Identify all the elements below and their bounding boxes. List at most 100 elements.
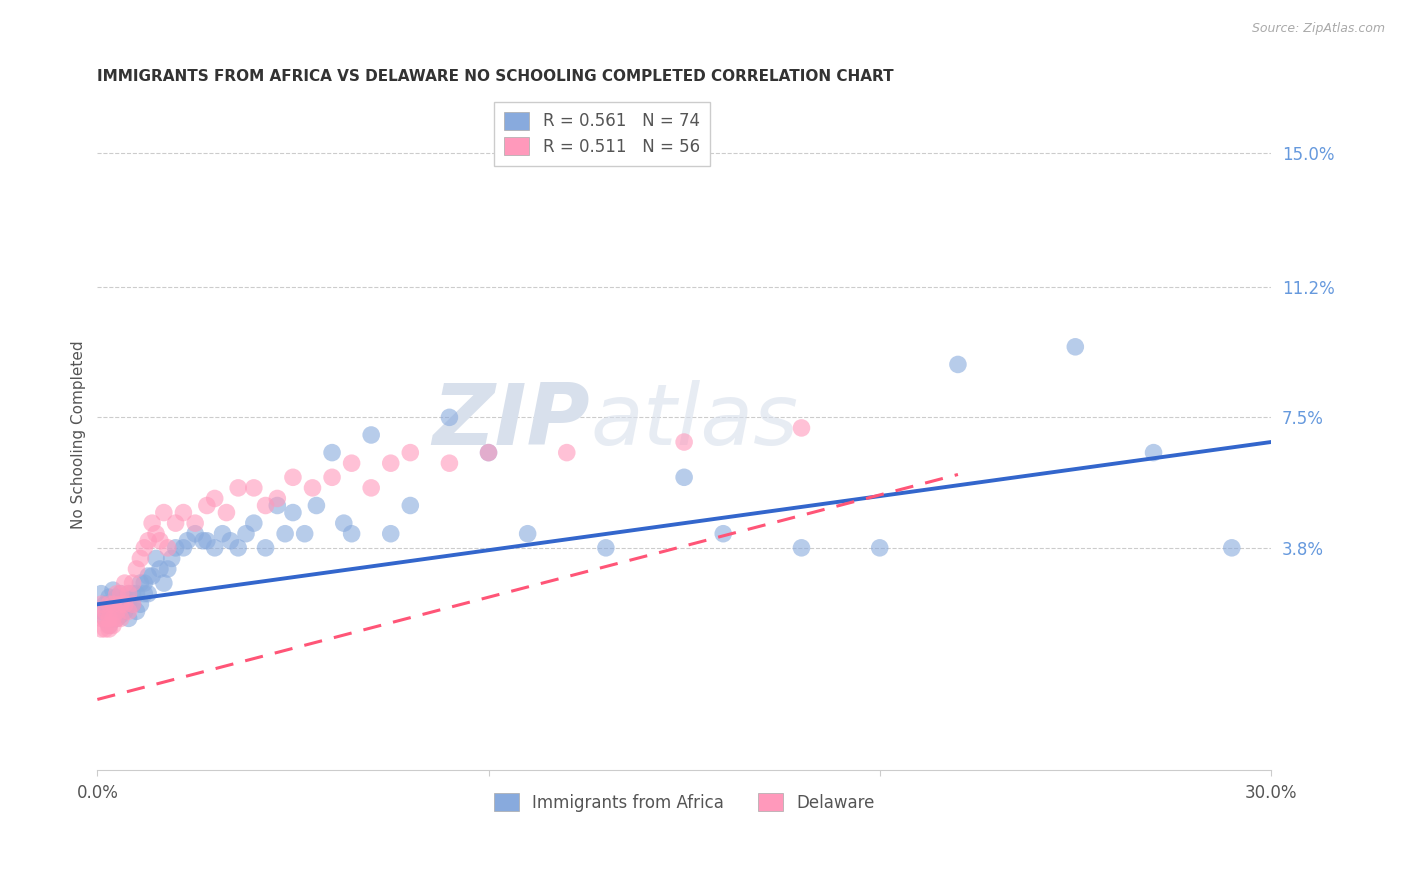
Point — [105, 591, 128, 605]
Point — [145, 526, 167, 541]
Point — [114, 597, 136, 611]
Point — [117, 597, 139, 611]
Point — [165, 541, 187, 555]
Point — [184, 526, 207, 541]
Point — [1220, 541, 1243, 555]
Text: ZIP: ZIP — [433, 380, 591, 463]
Point — [266, 491, 288, 506]
Point — [117, 587, 139, 601]
Point — [160, 551, 183, 566]
Point — [184, 516, 207, 530]
Point — [101, 597, 124, 611]
Point — [321, 470, 343, 484]
Point — [114, 591, 136, 605]
Point — [281, 506, 304, 520]
Point — [172, 541, 194, 555]
Point — [204, 541, 226, 555]
Point — [90, 604, 112, 618]
Point — [477, 445, 499, 459]
Point — [380, 526, 402, 541]
Point — [110, 587, 132, 601]
Point — [94, 611, 117, 625]
Point — [595, 541, 617, 555]
Point — [98, 611, 121, 625]
Point — [281, 470, 304, 484]
Point — [145, 551, 167, 566]
Point — [117, 611, 139, 625]
Point — [439, 410, 461, 425]
Point — [790, 541, 813, 555]
Point — [136, 533, 159, 548]
Point — [134, 587, 156, 601]
Point — [114, 576, 136, 591]
Point — [105, 611, 128, 625]
Point — [105, 611, 128, 625]
Point — [117, 604, 139, 618]
Point — [340, 526, 363, 541]
Point — [156, 541, 179, 555]
Point — [673, 470, 696, 484]
Point — [333, 516, 356, 530]
Point — [114, 604, 136, 618]
Point — [121, 597, 143, 611]
Point — [321, 445, 343, 459]
Point — [141, 569, 163, 583]
Point — [105, 604, 128, 618]
Legend: Immigrants from Africa, Delaware: Immigrants from Africa, Delaware — [484, 783, 884, 822]
Point — [101, 611, 124, 625]
Point — [129, 551, 152, 566]
Point — [125, 604, 148, 618]
Point — [195, 499, 218, 513]
Point — [125, 587, 148, 601]
Point — [136, 569, 159, 583]
Point — [555, 445, 578, 459]
Point — [254, 499, 277, 513]
Point — [98, 597, 121, 611]
Point — [360, 481, 382, 495]
Point — [211, 526, 233, 541]
Point — [711, 526, 734, 541]
Point — [117, 587, 139, 601]
Point — [121, 597, 143, 611]
Point — [153, 506, 176, 520]
Point — [243, 516, 266, 530]
Point — [101, 618, 124, 632]
Point — [149, 562, 172, 576]
Point — [101, 611, 124, 625]
Point — [94, 622, 117, 636]
Point — [141, 516, 163, 530]
Point — [114, 597, 136, 611]
Point — [110, 587, 132, 601]
Point — [191, 533, 214, 548]
Point — [90, 611, 112, 625]
Point — [98, 604, 121, 618]
Point — [121, 576, 143, 591]
Point — [105, 587, 128, 601]
Point — [105, 604, 128, 618]
Point — [204, 491, 226, 506]
Point — [294, 526, 316, 541]
Point — [101, 597, 124, 611]
Point — [101, 583, 124, 598]
Point — [90, 597, 112, 611]
Point — [94, 597, 117, 611]
Point — [226, 541, 249, 555]
Point — [153, 576, 176, 591]
Point — [94, 611, 117, 625]
Point — [176, 533, 198, 548]
Point — [274, 526, 297, 541]
Point — [98, 591, 121, 605]
Point — [110, 607, 132, 622]
Text: IMMIGRANTS FROM AFRICA VS DELAWARE NO SCHOOLING COMPLETED CORRELATION CHART: IMMIGRANTS FROM AFRICA VS DELAWARE NO SC… — [97, 69, 894, 84]
Point — [439, 456, 461, 470]
Point — [254, 541, 277, 555]
Point — [172, 506, 194, 520]
Point — [340, 456, 363, 470]
Point — [165, 516, 187, 530]
Point — [156, 562, 179, 576]
Point — [125, 562, 148, 576]
Point — [149, 533, 172, 548]
Point — [219, 533, 242, 548]
Point — [399, 445, 422, 459]
Point — [301, 481, 323, 495]
